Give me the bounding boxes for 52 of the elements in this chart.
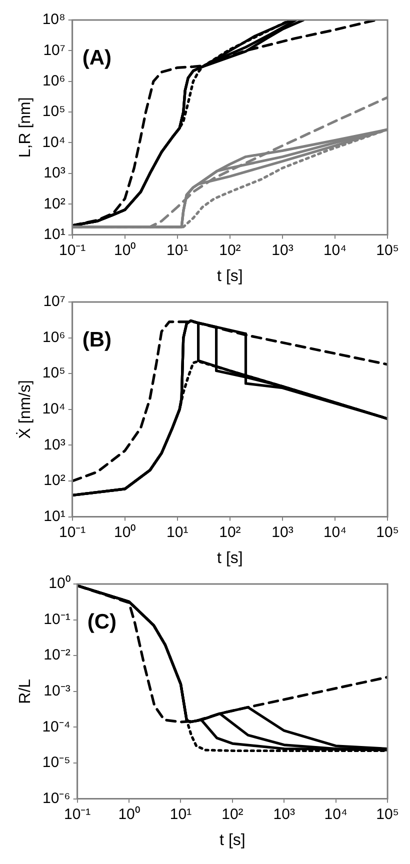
y-tick-label: 10² [44,472,66,490]
y-tick-label: 10⁷ [43,42,66,59]
x-axis-title: t [s] [217,550,243,567]
x-tick-label: 10⁴ [323,242,347,259]
y-tick-label: 10¹ [44,508,66,525]
y-axis-title: R/L [17,678,34,704]
y-tick-label: 10⁶ [42,72,66,90]
x-axis-title: t [s] [217,268,243,285]
y-tick-label: 10⁶ [42,328,66,346]
x-tick-label: 10⁻¹ [58,242,86,259]
annotation: (C) [87,610,116,634]
y-tick-label: 10⁰ [48,575,70,592]
y-axis-title: L,R [nm] [17,97,34,158]
x-tick-label: 10⁵ [376,524,399,541]
y-tick-label: 10⁻³ [44,682,70,700]
y-axis-title: Ẋ [nm/s] [16,380,34,439]
x-tick-label: 10² [222,806,244,823]
y-tick-label: 10⁸ [42,11,66,28]
x-tick-label: 10² [219,242,241,259]
y-tick-label: 10⁻⁶ [42,790,70,807]
x-tick-label: 10¹ [170,806,192,823]
x-tick-label: 10⁵ [376,806,399,823]
x-tick-label: 10⁴ [323,524,347,541]
x-tick-label: 10⁴ [324,806,348,823]
x-tick-label: 10³ [272,242,294,259]
x-tick-label: 10³ [273,806,295,823]
x-tick-label: 10⁵ [376,242,399,259]
y-tick-label: 10⁻¹ [44,610,70,628]
x-axis-title: t [s] [220,832,246,849]
x-tick-label: 10¹ [166,524,188,541]
y-tick-label: 10⁴ [42,134,66,151]
y-tick-label: 10³ [44,436,66,454]
annotation: (A) [82,46,112,70]
x-tick-label: 10¹ [166,242,188,259]
y-tick-label: 10¹ [44,226,66,243]
x-tick-label: 10⁰ [118,806,140,823]
y-tick-label: 10⁵ [42,103,66,120]
y-tick-label: 10⁻⁵ [42,754,70,772]
x-tick-label: 10² [219,524,241,541]
y-tick-label: 10⁷ [43,293,66,310]
y-tick-label: 10⁻⁴ [42,718,70,736]
x-tick-label: 10⁻¹ [64,806,91,823]
y-tick-label: 10³ [44,164,66,182]
x-tick-label: 10⁰ [114,524,136,541]
annotation: (B) [82,328,112,352]
x-tick-label: 10⁰ [114,242,136,259]
y-tick-label: 10⁻² [44,646,70,664]
y-tick-label: 10⁴ [42,400,66,418]
x-tick-label: 10⁻¹ [58,524,86,541]
y-tick-label: 10⁵ [42,364,66,382]
x-tick-label: 10³ [272,524,294,541]
y-tick-label: 10² [44,195,66,212]
